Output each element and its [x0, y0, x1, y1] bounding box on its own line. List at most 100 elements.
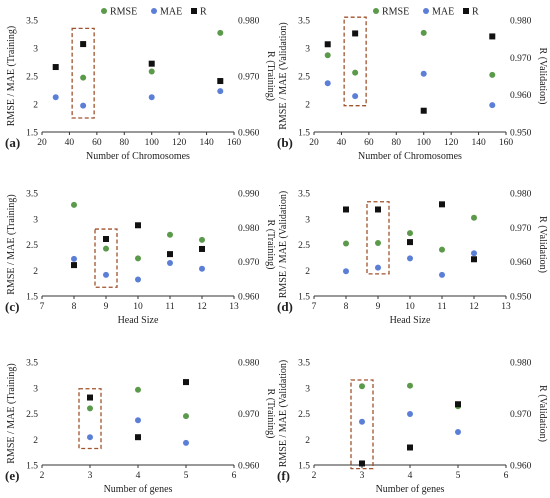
x-tick-label: 4	[408, 471, 413, 481]
rmse-point	[407, 382, 413, 389]
x-tick-label: 100	[417, 138, 432, 148]
highlight-box	[78, 388, 102, 450]
mae-point	[352, 93, 359, 100]
rmse-point	[471, 214, 477, 221]
x-tick-label: 60	[92, 138, 102, 148]
x-tick-label: 6	[232, 471, 237, 481]
rmse-point	[439, 246, 445, 253]
y-axis-title: RMSE / MAE (Training)	[6, 194, 17, 294]
rmse-point	[217, 29, 224, 36]
x-tick-label: 10	[405, 302, 415, 312]
legend-r-label: R	[472, 7, 479, 18]
highlight-box	[366, 201, 390, 275]
r-point	[324, 41, 331, 48]
mae-point	[375, 264, 381, 271]
r-point	[135, 222, 141, 229]
x-tick-label: 6	[504, 471, 509, 481]
mae-point	[87, 434, 93, 441]
x-tick-label: 20	[309, 138, 319, 148]
mae-point	[359, 418, 365, 425]
r-point	[375, 206, 381, 213]
mae-point	[343, 268, 349, 275]
legend-mae-label: MAE	[432, 7, 454, 18]
panel-label: (f)	[277, 468, 290, 483]
x-tick-label: 10	[133, 302, 143, 312]
r-point	[71, 262, 77, 269]
x-tick-label: 2	[40, 471, 45, 481]
highlight-box	[94, 228, 118, 288]
x-tick-label: 11	[165, 302, 174, 312]
y2-tick-label: 0.960	[238, 293, 260, 303]
y2-axis-title: R (Training)	[265, 389, 276, 439]
legend: RMSE MAE R	[373, 7, 479, 18]
y2-tick-label: 0.980	[510, 190, 532, 200]
mae-point	[455, 429, 461, 436]
y-tick-label: 3	[305, 45, 310, 55]
r-point	[455, 401, 461, 408]
x-axis-title: Number of genes	[104, 484, 173, 495]
rmse-point	[71, 201, 77, 208]
y2-tick-label: 0.970	[510, 54, 532, 64]
y2-tick-label: 0.960	[238, 462, 260, 472]
y-tick-label: 3	[305, 215, 310, 225]
y-tick-label: 2.5	[298, 241, 310, 251]
x-tick-label: 4	[136, 471, 141, 481]
y-tick-label: 1.5	[26, 462, 38, 472]
y2-axis-title: R (Validation)	[537, 48, 548, 105]
y-tick-label: 2	[305, 101, 310, 111]
x-tick-label: 120	[172, 138, 187, 148]
y-axis-title: RMSE / MAE (Validation)	[278, 191, 289, 299]
y-tick-label: 2	[305, 436, 310, 446]
rmse-point	[420, 29, 427, 36]
mae-point	[71, 255, 77, 262]
mae-point	[52, 94, 59, 101]
x-tick-label: 140	[199, 138, 214, 148]
mae-point	[80, 102, 87, 109]
x-axis-title: Number of genes	[376, 484, 445, 495]
y-tick-label: 3.5	[298, 359, 310, 369]
y2-axis-title: R (Validation)	[537, 216, 548, 273]
x-tick-label: 160	[499, 138, 514, 148]
highlight-box	[350, 379, 374, 470]
y2-tick-label: 0.980	[238, 224, 260, 234]
rmse-point	[199, 236, 205, 243]
legend-mae-marker	[423, 8, 429, 14]
legend-r-label: R	[200, 7, 207, 18]
r-point	[471, 256, 477, 263]
x-tick-label: 100	[145, 138, 160, 148]
mae-point	[407, 255, 413, 262]
r-point	[352, 30, 359, 37]
mae-point	[135, 276, 141, 283]
panel-label: (b)	[277, 135, 293, 150]
x-tick-label: 7	[40, 302, 45, 312]
mae-point	[135, 417, 141, 424]
x-tick-label: 40	[65, 138, 75, 148]
y-tick-label: 2	[305, 267, 310, 277]
rmse-point	[375, 239, 381, 246]
x-axis-title: Number of Chromosomes	[358, 151, 462, 162]
y-tick-label: 3.5	[298, 17, 310, 27]
rmse-point	[324, 52, 331, 59]
y-tick-label: 1.5	[26, 293, 38, 303]
mae-point	[103, 271, 109, 278]
x-tick-label: 5	[184, 471, 189, 481]
y-axis-title: RMSE / MAE (Validation)	[278, 360, 289, 468]
rmse-point	[148, 68, 155, 75]
y2-tick-label: 0.980	[510, 359, 532, 369]
legend-mae-marker	[151, 8, 157, 14]
r-point	[148, 60, 155, 67]
y-axis-title: RMSE / MAE (Training)	[6, 26, 17, 126]
rmse-point	[103, 245, 109, 252]
x-tick-label: 140	[471, 138, 486, 148]
rmse-point	[135, 255, 141, 262]
x-tick-label: 9	[104, 302, 109, 312]
y2-tick-label: 0.970	[238, 73, 260, 83]
y-tick-label: 1.5	[298, 293, 310, 303]
x-tick-label: 80	[120, 138, 130, 148]
y-tick-label: 1.5	[26, 129, 38, 139]
y2-tick-label: 0.950	[510, 293, 532, 303]
y2-tick-label: 0.980	[510, 17, 532, 27]
rmse-point	[352, 69, 359, 76]
y2-tick-label: 0.970	[238, 410, 260, 420]
